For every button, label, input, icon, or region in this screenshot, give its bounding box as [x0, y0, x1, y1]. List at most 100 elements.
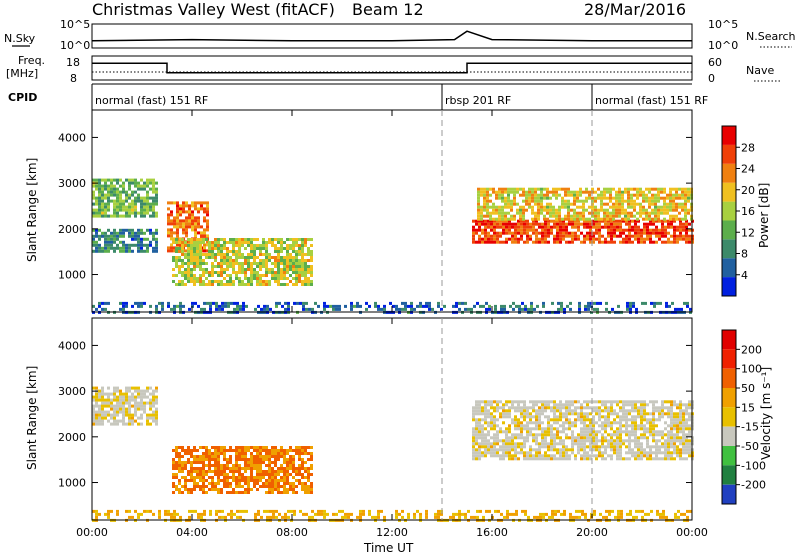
- heatmap-cell: [259, 277, 262, 280]
- heatmap-cell: [191, 204, 194, 208]
- heatmap-cell: [607, 406, 610, 410]
- heatmap-cell: [480, 217, 483, 221]
- heatmap-cell: [475, 219, 478, 223]
- heatmap-cell: [220, 262, 223, 265]
- heatmap-cell: [217, 461, 220, 464]
- heatmap-cell: [490, 400, 493, 404]
- heatmap-cell: [616, 454, 619, 458]
- heatmap-cell: [407, 515, 410, 519]
- heatmap-cell: [582, 208, 585, 212]
- heatmap-cell: [284, 307, 287, 311]
- heatmap-cell: [208, 250, 211, 253]
- heatmap-cell: [277, 470, 280, 473]
- heatmap-cell: [229, 265, 232, 268]
- heatmap-cell: [489, 187, 492, 191]
- heatmap-cell: [652, 421, 655, 425]
- heatmap-cell: [475, 457, 478, 461]
- heatmap-cell: [622, 424, 625, 428]
- heatmap-cell: [458, 512, 461, 516]
- heatmap-cell: [298, 473, 301, 476]
- heatmap-cell: [672, 193, 675, 197]
- heatmap-cell: [484, 234, 487, 238]
- heatmap-cell: [638, 509, 641, 513]
- heatmap-cell: [110, 404, 113, 408]
- heatmap-cell: [615, 214, 618, 218]
- heatmap-cell: [526, 424, 529, 428]
- heatmap-cell: [558, 208, 561, 212]
- heatmap-cell: [531, 199, 534, 203]
- heatmap-cell: [107, 395, 110, 399]
- heatmap-cell: [589, 237, 592, 241]
- heatmap-cell: [670, 421, 673, 425]
- sky-right-label: N.Search: [746, 30, 796, 43]
- heatmap-cell: [478, 219, 481, 223]
- heatmap-cell: [277, 283, 280, 286]
- heatmap-cell: [152, 237, 155, 241]
- heatmap-cell: [505, 237, 508, 241]
- heatmap-cell: [550, 231, 553, 235]
- heatmap-cell: [529, 457, 532, 461]
- heatmap-cell: [259, 265, 262, 268]
- heatmap-cell: [556, 406, 559, 410]
- heatmap-cell: [295, 253, 298, 256]
- heatmap-cell: [648, 199, 651, 203]
- heatmap-cell: [260, 515, 263, 519]
- heatmap-cell: [489, 211, 492, 215]
- heatmap-cell: [301, 253, 304, 256]
- heatmap-cell: [98, 181, 101, 185]
- heatmap-cell: [679, 448, 682, 452]
- heatmap-cell: [98, 202, 101, 206]
- heatmap-cell: [283, 458, 286, 461]
- heatmap-cell: [654, 199, 657, 203]
- heatmap-cell: [507, 202, 510, 206]
- heatmap-cell: [247, 476, 250, 479]
- heatmap-cell: [131, 234, 134, 238]
- heatmap-cell: [565, 400, 568, 404]
- heatmap-cell: [628, 222, 631, 226]
- heatmap-cell: [176, 216, 179, 220]
- heatmap-cell: [535, 433, 538, 437]
- heatmap-cell: [128, 196, 131, 200]
- heatmap-cell: [562, 451, 565, 455]
- heatmap-cell: [529, 451, 532, 455]
- chart-title: Christmas Valley West (fitACF): [92, 0, 335, 19]
- heatmap-cell: [475, 412, 478, 416]
- heatmap-cell: [593, 307, 596, 311]
- heatmap-cell: [128, 193, 131, 197]
- heatmap-cell: [205, 238, 208, 241]
- heatmap-cell: [280, 247, 283, 250]
- heatmap-cell: [550, 448, 553, 452]
- heatmap-cell: [688, 240, 691, 244]
- heatmap-cell: [481, 433, 484, 437]
- heatmap-cell: [612, 196, 615, 200]
- heatmap-cell: [493, 445, 496, 449]
- heatmap-cell: [613, 445, 616, 449]
- heatmap-cell: [199, 238, 202, 241]
- heatmap-cell: [565, 409, 568, 413]
- heatmap-cell: [652, 406, 655, 410]
- heatmap-cell: [688, 451, 691, 455]
- sky-left-label: N.Sky: [4, 32, 36, 45]
- heatmap-cell: [634, 445, 637, 449]
- heatmap-cell: [607, 424, 610, 428]
- heatmap-cell: [137, 234, 140, 238]
- heatmap-cell: [514, 451, 517, 455]
- heatmap-cell: [489, 199, 492, 203]
- heatmap-cell: [513, 196, 516, 200]
- heatmap-cell: [606, 208, 609, 212]
- heatmap-cell: [146, 208, 149, 212]
- heatmap-cell: [484, 421, 487, 425]
- heatmap-cell: [193, 458, 196, 461]
- heatmap-cell: [615, 196, 618, 200]
- heatmap-cell: [472, 454, 475, 458]
- heatmap-cell: [98, 234, 101, 238]
- heatmap-cell: [235, 271, 238, 274]
- heatmap-cell: [104, 234, 107, 238]
- heatmap-cell: [657, 208, 660, 212]
- heatmap-cell: [643, 424, 646, 428]
- heatmap-cell: [172, 449, 175, 452]
- heatmap-cell: [527, 307, 530, 311]
- heatmap-cell: [645, 214, 648, 218]
- heatmap-cell: [682, 222, 685, 226]
- heatmap-cell: [606, 214, 609, 218]
